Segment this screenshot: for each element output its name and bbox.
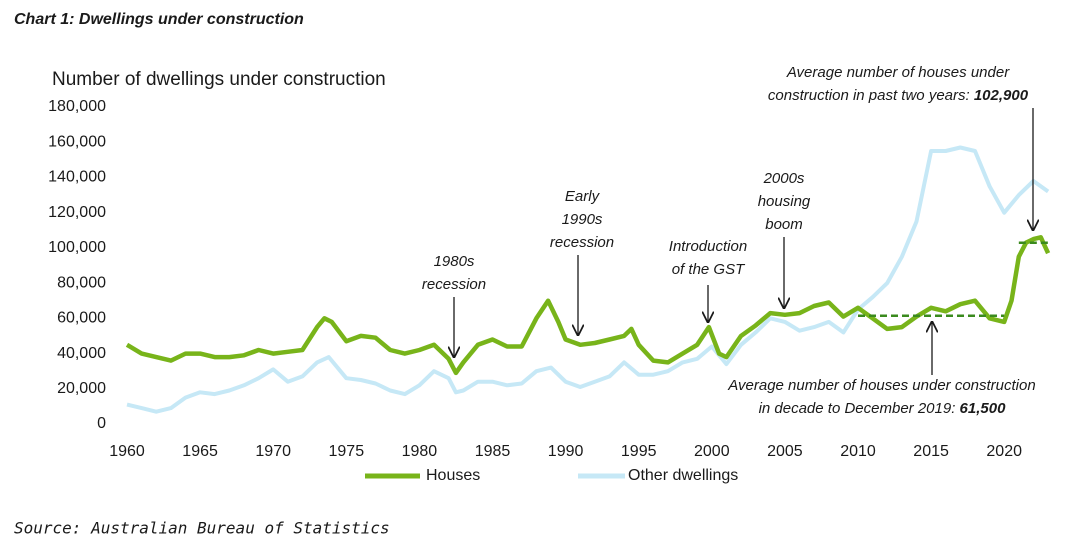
annotation: of the GST (672, 261, 746, 278)
annotation-text: housing (758, 193, 811, 210)
annotation: Average number of houses under construct… (727, 377, 1035, 394)
annotation-text: 1980s (434, 253, 475, 270)
annotation: boom (765, 216, 803, 233)
x-tick-label: 1970 (255, 443, 291, 460)
annotation-text: boom (765, 216, 803, 233)
annotation-value: 61,500 (960, 400, 1007, 417)
x-tick-label: 2020 (986, 443, 1022, 460)
x-tick-label: 1965 (182, 443, 218, 460)
annotation-text: Average number of houses under construct… (727, 377, 1035, 394)
source: Source: Australian Bureau of Statistics (14, 519, 390, 538)
annotation-text: of the GST (672, 261, 746, 278)
y-tick-label: 40,000 (57, 345, 106, 362)
legend-label: Other dwellings (628, 467, 738, 484)
annotation: 1980s (434, 253, 475, 270)
x-tick-label: 2000 (694, 443, 730, 460)
annotation: recession (550, 234, 614, 251)
y-tick-label: 100,000 (48, 239, 106, 256)
y-tick-label: 0 (97, 415, 106, 432)
annotation-text: recession (550, 234, 614, 251)
x-tick-label: 1990 (548, 443, 584, 460)
annotation-text: construction in past two years: (768, 87, 974, 104)
y-axis-title: Number of dwellings under construction (52, 69, 386, 90)
annotation-text: 1990s (562, 211, 603, 228)
annotation-text: 2000s (763, 170, 805, 187)
y-tick-label: 60,000 (57, 310, 106, 327)
annotation: 2000s (763, 170, 805, 187)
x-tick-label: 1995 (621, 443, 657, 460)
y-tick-label: 180,000 (48, 98, 106, 115)
y-tick-label: 120,000 (48, 204, 106, 221)
legend-label: Houses (426, 467, 480, 484)
annotation: in decade to December 2019: 61,500 (759, 400, 1007, 417)
annotation: construction in past two years: 102,900 (768, 87, 1029, 104)
x-tick-label: 2005 (767, 443, 803, 460)
x-tick-label: 2015 (913, 443, 949, 460)
y-tick-label: 140,000 (48, 169, 106, 186)
annotation-text: recession (422, 276, 486, 293)
annotation-text: Early (565, 188, 601, 205)
y-tick-label: 20,000 (57, 380, 106, 397)
x-tick-label: 1960 (109, 443, 145, 460)
series-line (125, 235, 1051, 376)
annotation: housing (758, 193, 811, 210)
x-tick-label: 2010 (840, 443, 876, 460)
annotation-value: 102,900 (974, 87, 1029, 104)
series-line (126, 145, 1050, 414)
annotation: Early (565, 188, 601, 205)
annotation-text: Average number of houses under (786, 64, 1010, 81)
annotation: Average number of houses under (786, 64, 1010, 81)
x-tick-label: 1980 (402, 443, 438, 460)
annotation: Introduction (669, 238, 747, 255)
x-tick-label: 1975 (329, 443, 365, 460)
annotation-text: Introduction (669, 238, 747, 255)
y-tick-label: 80,000 (57, 274, 106, 291)
y-tick-label: 160,000 (48, 133, 106, 150)
chart-title: Chart 1: Dwellings under construction (14, 11, 304, 28)
annotation-text: in decade to December 2019: (759, 400, 960, 417)
annotation: 1990s (562, 211, 603, 228)
annotation: recession (422, 276, 486, 293)
x-tick-label: 1985 (475, 443, 511, 460)
